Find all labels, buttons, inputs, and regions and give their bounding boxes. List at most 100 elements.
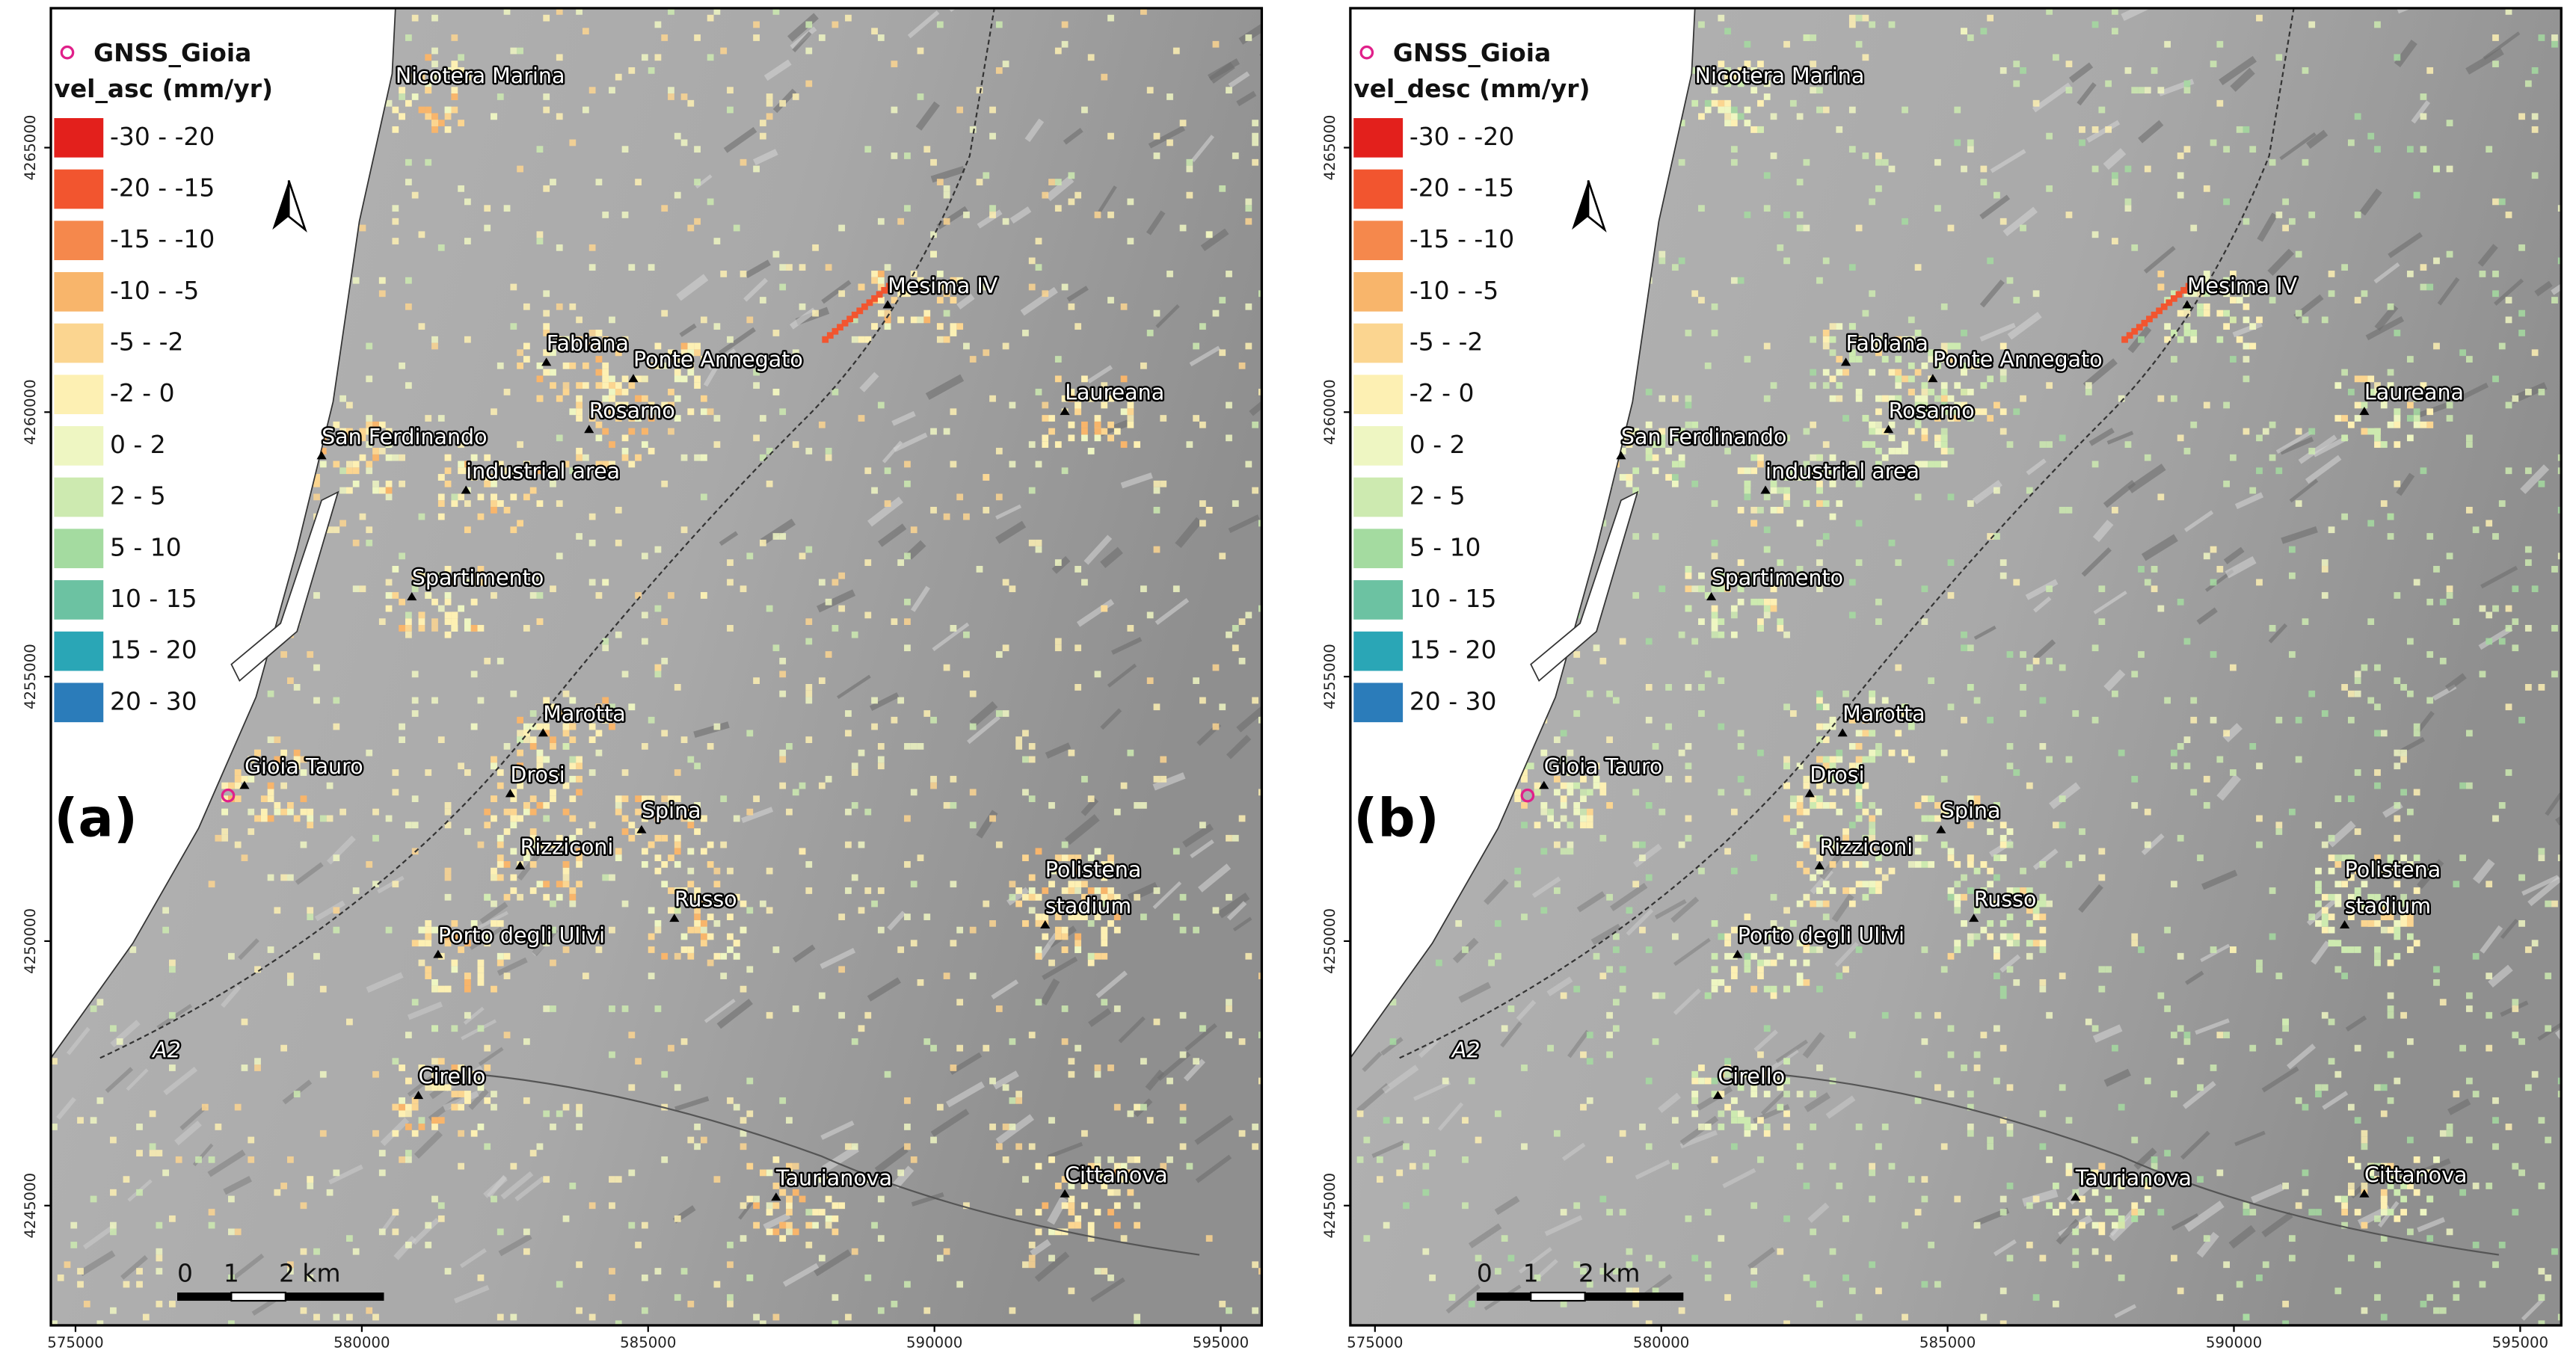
ps-pixel: [674, 415, 681, 422]
ps-pixel: [2256, 762, 2263, 770]
relief: [1088, 1008, 1112, 1027]
ps-pixel: [437, 572, 445, 579]
ps-pixel: [910, 526, 917, 534]
ps-pixel: [491, 867, 497, 875]
ps-pixel: [1054, 559, 1062, 567]
ps-pixel: [1848, 349, 1856, 357]
relief: [174, 1121, 202, 1146]
ps-pixel: [1822, 336, 1830, 343]
ps-pixel: [897, 1169, 905, 1177]
ps-pixel: [1908, 860, 1915, 868]
ps-pixel: [1101, 1169, 1108, 1177]
ps-pixel: [621, 434, 629, 442]
relief: [1576, 891, 1605, 913]
ps-pixel: [110, 1136, 117, 1144]
relief: [2305, 455, 2342, 484]
ps-pixel: [2171, 881, 2177, 888]
ps-pixel: [1061, 1038, 1069, 1045]
ps-pixel: [1101, 874, 1108, 881]
ps-pixel: [1875, 1143, 1882, 1150]
ps-pixel: [1678, 428, 1685, 435]
ps-pixel: [861, 303, 868, 310]
ps-pixel: [1087, 907, 1095, 914]
relief: [2416, 711, 2435, 733]
ps-pixel: [431, 1195, 438, 1203]
ps-pixel: [208, 881, 215, 888]
ps-pixel: [1928, 389, 1935, 395]
ps-pixel: [2465, 434, 2473, 442]
ps-pixel: [1081, 375, 1088, 383]
ps-pixel: [437, 244, 445, 251]
ps-pixel: [1685, 572, 1692, 579]
ps-pixel: [529, 710, 537, 717]
ps-pixel: [1737, 507, 1745, 514]
ps-pixel: [621, 1005, 629, 1012]
ps-pixel: [1928, 460, 1935, 468]
ps-pixel: [1973, 867, 1981, 875]
ps-pixel: [1553, 736, 1561, 743]
relief: [120, 1254, 148, 1280]
ps-pixel: [1094, 1268, 1101, 1275]
ps-pixel: [458, 54, 464, 61]
ps-pixel: [779, 264, 787, 271]
ps-pixel: [491, 113, 497, 120]
ps-pixel: [648, 415, 655, 422]
ps-pixel: [1186, 165, 1193, 173]
ps-pixel: [576, 762, 582, 770]
ps-pixel: [437, 1058, 445, 1065]
ps-pixel: [523, 769, 530, 776]
ps-pixel: [1961, 369, 1967, 376]
ps-pixel: [70, 1221, 78, 1229]
ps-pixel: [2367, 919, 2375, 927]
ps-pixel: [1068, 1195, 1075, 1203]
ps-pixel: [333, 1169, 340, 1177]
relief: [471, 911, 508, 933]
ps-pixel: [1816, 867, 1823, 875]
ps-pixel: [2112, 172, 2118, 179]
ps-pixel: [517, 736, 523, 743]
ps-pixel: [1999, 834, 2007, 842]
ps-pixel: [2105, 80, 2112, 87]
ps-pixel: [556, 244, 563, 251]
ps-pixel: [694, 913, 701, 920]
ps-pixel: [2039, 441, 2047, 449]
ps-pixel: [110, 1221, 117, 1229]
ps-pixel: [674, 907, 681, 914]
ps-pixel: [1810, 1281, 1817, 1288]
ps-pixel: [746, 552, 754, 560]
ps-pixel: [838, 572, 846, 579]
ps-pixel: [1226, 893, 1232, 901]
ps-pixel: [1888, 421, 1896, 428]
ps-pixel: [595, 933, 603, 940]
ps-pixel: [628, 415, 636, 422]
ps-pixel: [2394, 441, 2401, 449]
ps-pixel: [740, 585, 747, 593]
ps-pixel: [77, 1117, 84, 1124]
ps-pixel: [2118, 1183, 2125, 1189]
ps-pixel: [451, 500, 458, 508]
ps-pixel: [661, 657, 668, 665]
ps-pixel: [550, 789, 556, 796]
ps-pixel: [2367, 1169, 2375, 1177]
ps-pixel: [786, 808, 793, 816]
ps-pixel: [576, 336, 582, 343]
ps-pixel: [602, 375, 609, 383]
ps-pixel: [2492, 61, 2499, 67]
ps-pixel: [425, 158, 432, 166]
ps-pixel: [1042, 401, 1049, 409]
ps-pixel: [1035, 952, 1042, 960]
ps-pixel: [1750, 67, 1758, 74]
ps-pixel: [674, 684, 681, 691]
ps-pixel: [2039, 900, 2047, 908]
ps-pixel: [523, 342, 530, 350]
ps-pixel: [543, 730, 550, 737]
ps-pixel: [831, 1320, 839, 1325]
ps-pixel: [615, 342, 622, 350]
ps-pixel: [1140, 801, 1147, 809]
relief: [760, 518, 796, 546]
ps-pixel: [1914, 395, 1922, 402]
ps-pixel: [759, 1320, 766, 1325]
ps-pixel: [1822, 801, 1830, 809]
ps-pixel: [1626, 428, 1633, 435]
relief: [2520, 464, 2550, 494]
